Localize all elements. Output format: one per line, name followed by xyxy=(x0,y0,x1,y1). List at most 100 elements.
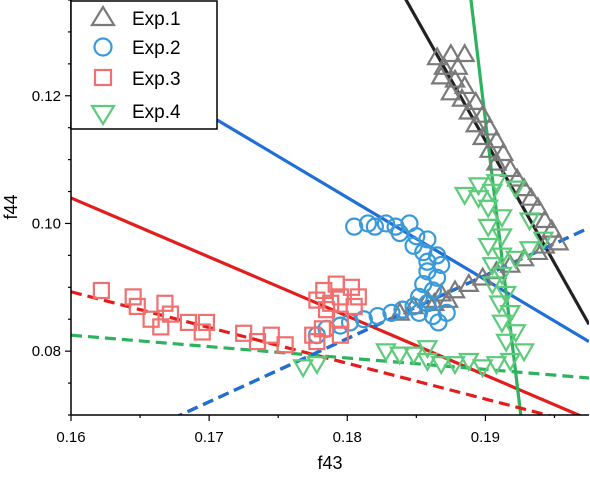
data-point-triangle-down-s3 xyxy=(305,356,328,376)
x-tick-label: 0.18 xyxy=(333,429,362,446)
x-tick-label: 0.17 xyxy=(195,429,224,446)
legend-label-exp2: Exp.2 xyxy=(132,38,181,59)
data-point-triangle-down-s3 xyxy=(477,199,500,219)
data-point-triangle-down-s3 xyxy=(467,177,490,197)
data-point-triangle-down-s3 xyxy=(532,231,555,251)
data-point-triangle-down-s3 xyxy=(416,340,439,360)
fit-line-dashed-4 xyxy=(71,290,554,415)
data-point-circle-s1 xyxy=(427,246,447,265)
data-point-circle-s1 xyxy=(393,300,412,319)
data-point-triangle-up-s0 xyxy=(430,282,453,302)
y-tick-label: 0.10 xyxy=(32,215,61,232)
data-point-square-s2 xyxy=(322,294,340,312)
data-point-triangle-up-s0 xyxy=(485,129,508,149)
data-point-triangle-down-s3 xyxy=(499,304,522,325)
y-tick-label: 0.08 xyxy=(32,343,61,360)
data-point-triangle-down-s3 xyxy=(491,228,513,248)
data-point-circle-s1 xyxy=(368,306,387,326)
legend-item-exp1: Exp.1 xyxy=(90,4,181,30)
data-point-square-s2 xyxy=(349,288,367,306)
data-point-triangle-up-s0 xyxy=(430,65,453,85)
data-point-triangle-down-s3 xyxy=(491,247,513,267)
data-point-circle-s1 xyxy=(376,214,396,233)
data-point-triangle-up-s0 xyxy=(457,272,480,292)
data-point-triangle-down-s3 xyxy=(491,266,513,286)
legend-item-exp2: Exp.2 xyxy=(93,37,181,59)
data-point-square-s2 xyxy=(179,313,198,332)
data-point-circle-s1 xyxy=(423,306,443,326)
y-tick-label: 0.12 xyxy=(32,88,61,105)
data-point-triangle-down-s3 xyxy=(518,212,541,232)
data-point-triangle-up-s0 xyxy=(457,100,480,120)
data-point-triangle-down-s3 xyxy=(485,356,508,376)
data-markers xyxy=(92,43,570,379)
data-point-square-s2 xyxy=(262,326,280,344)
data-point-square-s2 xyxy=(156,294,174,312)
data-point-triangle-down-s3 xyxy=(453,186,476,206)
data-point-square-s2 xyxy=(197,313,215,332)
data-point-circle-s1 xyxy=(407,227,426,246)
data-point-triangle-down-s3 xyxy=(375,343,397,363)
data-point-triangle-down-s3 xyxy=(518,241,541,261)
data-point-square-s2 xyxy=(248,332,267,351)
data-point-triangle-down-s3 xyxy=(481,257,504,277)
data-point-circle-s1 xyxy=(345,217,364,236)
data-point-triangle-up-s0 xyxy=(506,167,529,187)
data-point-triangle-down-s3 xyxy=(491,209,513,229)
data-point-triangle-up-s0 xyxy=(444,279,466,299)
data-point-triangle-up-s0 xyxy=(451,87,473,107)
data-point-square-s2 xyxy=(124,288,142,306)
legend-item-exp3: Exp.3 xyxy=(93,68,181,90)
legend-box xyxy=(70,0,218,130)
y-axis-title: f44 xyxy=(1,194,21,219)
data-point-triangle-up-s0 xyxy=(444,68,466,88)
data-point-square-s2 xyxy=(331,310,349,328)
data-point-triangle-down-s3 xyxy=(491,314,513,334)
fit-line-solid-3 xyxy=(469,0,523,415)
data-point-triangle-up-s0 xyxy=(437,288,459,308)
data-point-triangle-down-s3 xyxy=(467,190,490,210)
data-point-triangle-up-s0 xyxy=(471,103,494,123)
data-point-triangle-up-s0 xyxy=(426,46,448,66)
data-point-triangle-down-s3 xyxy=(477,237,500,258)
data-point-square-s2 xyxy=(304,326,322,344)
fit-line-solid-2 xyxy=(71,196,583,415)
data-point-triangle-up-s0 xyxy=(499,157,522,178)
data-point-circle-s1 xyxy=(358,214,378,233)
data-point-square-s2 xyxy=(308,291,326,309)
data-point-triangle-down-s3 xyxy=(504,250,527,270)
data-point-square-s2 xyxy=(92,281,110,300)
data-point-triangle-down-s3 xyxy=(499,352,522,372)
data-point-triangle-down-s3 xyxy=(495,285,518,305)
x-axis-title: f43 xyxy=(317,453,342,473)
data-point-circle-s1 xyxy=(409,303,429,322)
data-point-circle-s1 xyxy=(429,313,448,332)
data-point-triangle-down-s3 xyxy=(471,359,494,379)
data-point-triangle-down-s3 xyxy=(292,359,314,379)
data-point-triangle-up-s0 xyxy=(423,292,446,312)
data-point-square-s2 xyxy=(128,297,146,316)
legend-triangle-down-icon xyxy=(90,104,116,127)
data-point-circle-s1 xyxy=(418,252,437,271)
data-point-triangle-up-s0 xyxy=(464,113,487,133)
data-point-triangle-down-s3 xyxy=(504,180,527,200)
data-point-circle-s1 xyxy=(414,243,433,262)
data-point-square-s2 xyxy=(308,332,326,351)
data-point-square-s2 xyxy=(313,320,332,338)
x-tick-label: 0.16 xyxy=(56,429,85,446)
data-point-triangle-down-s3 xyxy=(485,174,508,194)
data-point-circle-s1 xyxy=(418,262,437,281)
data-point-triangle-down-s3 xyxy=(488,295,511,315)
data-point-triangle-down-s3 xyxy=(481,276,504,296)
legend-triangle-up-icon xyxy=(90,4,116,27)
data-point-triangle-up-s0 xyxy=(513,177,535,197)
data-point-circle-s1 xyxy=(404,297,423,316)
data-point-square-s2 xyxy=(152,318,170,336)
data-point-triangle-up-s0 xyxy=(547,231,570,251)
data-point-triangle-up-s0 xyxy=(485,151,508,171)
data-point-triangle-up-s0 xyxy=(478,116,501,136)
data-point-circle-s1 xyxy=(382,303,401,322)
data-point-circle-s1 xyxy=(354,310,373,329)
data-point-triangle-up-s0 xyxy=(471,126,494,146)
legend-circle-icon xyxy=(93,37,113,57)
